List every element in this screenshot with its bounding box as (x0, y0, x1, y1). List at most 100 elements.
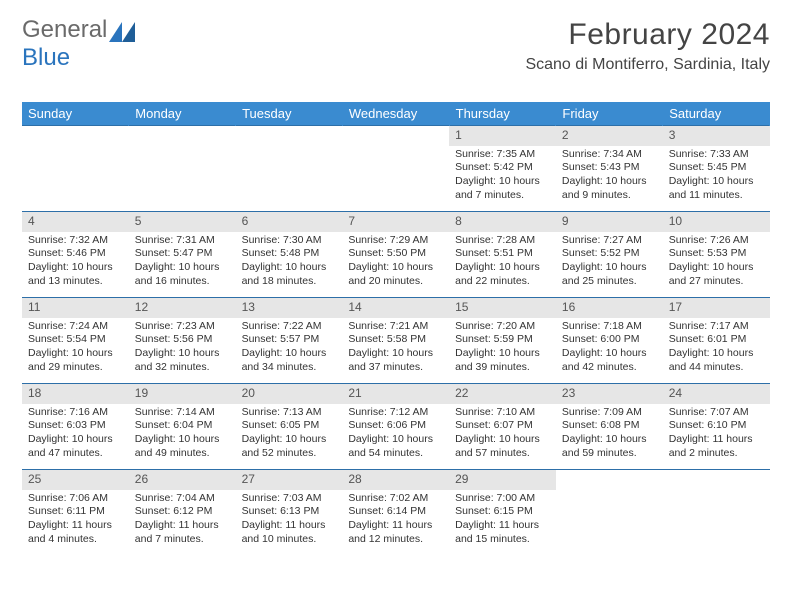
daylight-text-2: and 15 minutes. (455, 533, 550, 547)
sunset-text: Sunset: 6:13 PM (242, 505, 337, 519)
calendar-cell: .. (236, 126, 343, 212)
daylight-text-2: and 13 minutes. (28, 275, 123, 289)
day-details: Sunrise: 7:02 AMSunset: 6:14 PMDaylight:… (342, 490, 449, 551)
day-number: 11 (22, 298, 129, 318)
sunset-text: Sunset: 5:48 PM (242, 247, 337, 261)
calendar-cell: 6Sunrise: 7:30 AMSunset: 5:48 PMDaylight… (236, 212, 343, 298)
day-details: Sunrise: 7:06 AMSunset: 6:11 PMDaylight:… (22, 490, 129, 551)
day-details: Sunrise: 7:22 AMSunset: 5:57 PMDaylight:… (236, 318, 343, 379)
daylight-text-2: and 44 minutes. (669, 361, 764, 375)
day-details: Sunrise: 7:00 AMSunset: 6:15 PMDaylight:… (449, 490, 556, 551)
calendar-cell: 10Sunrise: 7:26 AMSunset: 5:53 PMDayligh… (663, 212, 770, 298)
calendar-cell: 3Sunrise: 7:33 AMSunset: 5:45 PMDaylight… (663, 126, 770, 212)
day-details: Sunrise: 7:30 AMSunset: 5:48 PMDaylight:… (236, 232, 343, 293)
day-number: 7 (342, 212, 449, 232)
calendar-cell: 20Sunrise: 7:13 AMSunset: 6:05 PMDayligh… (236, 384, 343, 470)
sunset-text: Sunset: 5:58 PM (348, 333, 443, 347)
sunrise-text: Sunrise: 7:07 AM (669, 406, 764, 420)
day-details: Sunrise: 7:10 AMSunset: 6:07 PMDaylight:… (449, 404, 556, 465)
day-number: 21 (342, 384, 449, 404)
daylight-text-2: and 32 minutes. (135, 361, 230, 375)
day-number: 10 (663, 212, 770, 232)
calendar-cell: 26Sunrise: 7:04 AMSunset: 6:12 PMDayligh… (129, 470, 236, 556)
month-title: February 2024 (525, 18, 770, 52)
day-details: Sunrise: 7:33 AMSunset: 5:45 PMDaylight:… (663, 146, 770, 207)
location: Scano di Montiferro, Sardinia, Italy (525, 56, 770, 74)
daylight-text-1: Daylight: 10 hours (669, 175, 764, 189)
sunrise-text: Sunrise: 7:32 AM (28, 234, 123, 248)
sunset-text: Sunset: 6:15 PM (455, 505, 550, 519)
sunrise-text: Sunrise: 7:23 AM (135, 320, 230, 334)
daylight-text-1: Daylight: 11 hours (135, 519, 230, 533)
calendar-cell: 23Sunrise: 7:09 AMSunset: 6:08 PMDayligh… (556, 384, 663, 470)
calendar-cell: 25Sunrise: 7:06 AMSunset: 6:11 PMDayligh… (22, 470, 129, 556)
sunset-text: Sunset: 5:59 PM (455, 333, 550, 347)
calendar-cell: 7Sunrise: 7:29 AMSunset: 5:50 PMDaylight… (342, 212, 449, 298)
daylight-text-1: Daylight: 10 hours (135, 261, 230, 275)
calendar-cell: 27Sunrise: 7:03 AMSunset: 6:13 PMDayligh… (236, 470, 343, 556)
day-number: 22 (449, 384, 556, 404)
sunset-text: Sunset: 6:03 PM (28, 419, 123, 433)
day-details: Sunrise: 7:09 AMSunset: 6:08 PMDaylight:… (556, 404, 663, 465)
sunrise-text: Sunrise: 7:31 AM (135, 234, 230, 248)
sunrise-text: Sunrise: 7:14 AM (135, 406, 230, 420)
day-number: 9 (556, 212, 663, 232)
day-number: 28 (342, 470, 449, 490)
day-details: Sunrise: 7:27 AMSunset: 5:52 PMDaylight:… (556, 232, 663, 293)
day-number: 27 (236, 470, 343, 490)
day-number: 6 (236, 212, 343, 232)
day-number: 15 (449, 298, 556, 318)
weekday-header: Tuesday (236, 102, 343, 126)
sunset-text: Sunset: 5:43 PM (562, 161, 657, 175)
sunrise-text: Sunrise: 7:00 AM (455, 492, 550, 506)
day-number: 18 (22, 384, 129, 404)
daylight-text-2: and 42 minutes. (562, 361, 657, 375)
daylight-text-1: Daylight: 10 hours (669, 261, 764, 275)
calendar-cell: .. (129, 126, 236, 212)
day-number: 20 (236, 384, 343, 404)
sunset-text: Sunset: 6:04 PM (135, 419, 230, 433)
day-details: Sunrise: 7:21 AMSunset: 5:58 PMDaylight:… (342, 318, 449, 379)
daylight-text-2: and 10 minutes. (242, 533, 337, 547)
sunrise-text: Sunrise: 7:16 AM (28, 406, 123, 420)
sunset-text: Sunset: 6:00 PM (562, 333, 657, 347)
logo: General (22, 18, 135, 42)
logo-text-1: General (22, 18, 107, 42)
weekday-header: Sunday (22, 102, 129, 126)
logo-text-2: Blue (22, 44, 70, 72)
sunset-text: Sunset: 6:05 PM (242, 419, 337, 433)
daylight-text-1: Daylight: 10 hours (242, 433, 337, 447)
weekday-header: Wednesday (342, 102, 449, 126)
calendar-week-row: 25Sunrise: 7:06 AMSunset: 6:11 PMDayligh… (22, 470, 770, 556)
daylight-text-1: Daylight: 10 hours (135, 433, 230, 447)
day-number: 24 (663, 384, 770, 404)
day-number: 13 (236, 298, 343, 318)
daylight-text-1: Daylight: 11 hours (348, 519, 443, 533)
sunrise-text: Sunrise: 7:17 AM (669, 320, 764, 334)
day-details: Sunrise: 7:17 AMSunset: 6:01 PMDaylight:… (663, 318, 770, 379)
sunset-text: Sunset: 6:14 PM (348, 505, 443, 519)
daylight-text-1: Daylight: 11 hours (455, 519, 550, 533)
calendar-cell: 1Sunrise: 7:35 AMSunset: 5:42 PMDaylight… (449, 126, 556, 212)
day-number: 2 (556, 126, 663, 146)
weekday-header: Friday (556, 102, 663, 126)
sunrise-text: Sunrise: 7:35 AM (455, 148, 550, 162)
daylight-text-1: Daylight: 10 hours (28, 261, 123, 275)
daylight-text-2: and 16 minutes. (135, 275, 230, 289)
day-number: 23 (556, 384, 663, 404)
daylight-text-1: Daylight: 10 hours (455, 261, 550, 275)
daylight-text-2: and 7 minutes. (135, 533, 230, 547)
day-details: Sunrise: 7:14 AMSunset: 6:04 PMDaylight:… (129, 404, 236, 465)
day-details: Sunrise: 7:18 AMSunset: 6:00 PMDaylight:… (556, 318, 663, 379)
daylight-text-2: and 11 minutes. (669, 189, 764, 203)
daylight-text-1: Daylight: 10 hours (242, 261, 337, 275)
calendar-cell: 11Sunrise: 7:24 AMSunset: 5:54 PMDayligh… (22, 298, 129, 384)
sunrise-text: Sunrise: 7:18 AM (562, 320, 657, 334)
daylight-text-2: and 34 minutes. (242, 361, 337, 375)
calendar-cell: .. (22, 126, 129, 212)
day-number: 25 (22, 470, 129, 490)
sunset-text: Sunset: 5:53 PM (669, 247, 764, 261)
daylight-text-2: and 52 minutes. (242, 447, 337, 461)
weekday-header: Monday (129, 102, 236, 126)
daylight-text-1: Daylight: 10 hours (562, 261, 657, 275)
